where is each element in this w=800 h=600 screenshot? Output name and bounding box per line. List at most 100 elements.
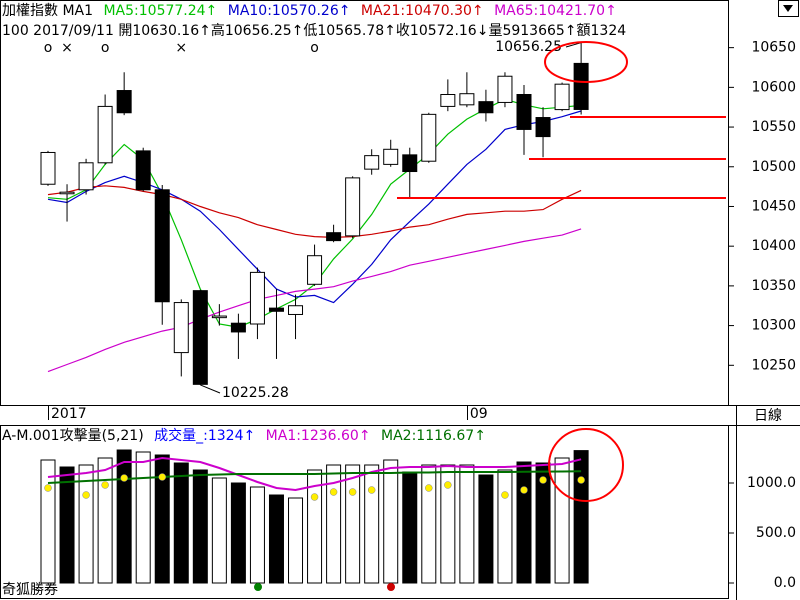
candle-body (249, 271, 265, 325)
y-tick-label: 10450 (751, 198, 796, 214)
signal: × (175, 40, 187, 56)
highlight-ellipse (548, 428, 624, 502)
indicator-dot (82, 491, 90, 499)
candle-body (78, 162, 94, 191)
candle-body (97, 105, 113, 164)
signal-dot (387, 583, 395, 591)
candle-body (40, 151, 56, 185)
x-tick-label: 2017 (51, 406, 87, 422)
candle-body (135, 150, 151, 191)
candle-body (154, 189, 170, 303)
candle-body (440, 94, 456, 107)
candle-body (230, 322, 246, 333)
candle-body (288, 305, 304, 315)
price-legend: 加權指數 MA1 MA5:10577.24↑ MA10:10570.26↑ MA… (2, 3, 617, 19)
indicator-dot (425, 484, 433, 492)
volume-bar (573, 450, 589, 584)
y-tick-label: 10400 (751, 238, 796, 254)
candle-body (211, 315, 227, 319)
indicator-dot (501, 491, 509, 499)
indicator-dot (444, 481, 452, 489)
volume-bar (192, 469, 208, 584)
legend-entry: MA1:1236.60↑ (266, 428, 371, 444)
volume-bar (421, 464, 437, 584)
volume-bar (535, 462, 551, 584)
indicator-dot (310, 493, 319, 501)
volume-bar (554, 457, 570, 584)
candle-body (116, 90, 132, 114)
volume-bar (516, 461, 532, 584)
volume-bar (40, 459, 56, 584)
chart-title: 加權指數 MA1 (2, 3, 93, 19)
ma-line (47, 456, 582, 492)
y-tick-label: 10300 (751, 318, 796, 334)
annotation-leader (565, 42, 582, 48)
volume-bar (383, 459, 399, 584)
volume-bar (478, 474, 494, 584)
indicator-dot (101, 481, 109, 489)
legend-entry: MA5:10577.24↑ (103, 3, 217, 19)
volume-bar (59, 466, 75, 584)
annotations (254, 41, 726, 591)
indicator-dot (539, 476, 547, 484)
y-tick-label: 10650 (751, 40, 796, 56)
legend-entry: MA10:10570.26↑ (228, 3, 351, 19)
signal: × (61, 40, 73, 56)
signal: o (101, 40, 110, 56)
highlight-ellipse (544, 41, 628, 83)
volume-bar (154, 454, 170, 584)
y-tick-label: 500.0 (756, 525, 796, 541)
volume-bar (402, 471, 418, 584)
volume-bar (497, 469, 513, 584)
legend-entry: MA21:10470.30↑ (361, 3, 484, 19)
legend-entry: MA65:10421.70↑ (494, 3, 617, 19)
candle-body (383, 148, 399, 165)
indicator-dot (44, 484, 52, 492)
candle-body (554, 83, 570, 111)
volume-bar (230, 482, 246, 584)
candle-body (459, 93, 475, 106)
candle-body (364, 155, 380, 170)
y-tick-label: 1000.0 (747, 475, 796, 491)
volume-bar (211, 477, 227, 584)
indicator-dot (120, 474, 128, 482)
volume-bar (440, 464, 456, 584)
candle-body (345, 177, 361, 237)
x-tick-label: 09 (470, 406, 488, 422)
candle-body (478, 101, 494, 114)
candle-body (535, 117, 551, 138)
candle-body (573, 62, 589, 110)
y-tick-label: 10250 (751, 357, 796, 373)
volume-legend: A-M.001攻擊量(5,21) 成交量_:1324↑ MA1:1236.60↑… (2, 427, 486, 444)
volume-bar (173, 462, 189, 584)
y-tick-label: 10550 (751, 119, 796, 135)
candle-body (516, 94, 532, 130)
volume-bar (78, 464, 94, 584)
volume-bar (135, 451, 151, 584)
volume-bar (116, 449, 132, 584)
indicator-dot (520, 486, 528, 494)
volume-bar (288, 497, 304, 584)
indicator-dot (577, 476, 585, 484)
signal: o (310, 40, 319, 56)
candle-body (402, 154, 418, 173)
legend-entry: MA2:1116.67↑ (381, 428, 486, 444)
candle-body (173, 302, 189, 354)
volume-bar (345, 464, 361, 584)
volume-bar (97, 457, 113, 584)
high-annotation: 10656.25 (495, 39, 562, 55)
volume-bar (459, 464, 475, 584)
volume-bar (249, 486, 265, 584)
indicator-dot (158, 473, 166, 481)
candle-body (307, 255, 323, 285)
y-tick-label: 0.0 (774, 575, 796, 591)
signal-dot (254, 583, 262, 591)
candle-body (497, 75, 513, 103)
low-annotation: 10225.28 (222, 385, 289, 401)
quote-info: 100 2017/09/11 開10630.16↑高10656.25↑低1056… (2, 22, 626, 39)
legend-entry: 成交量_:1324↑ (154, 427, 255, 444)
footer-label: 奇狐勝券 (2, 581, 58, 598)
indicator-dot (348, 488, 357, 496)
